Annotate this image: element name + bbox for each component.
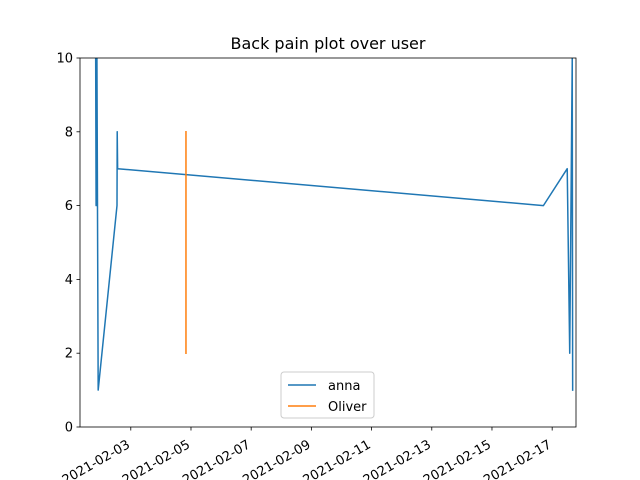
y-tick-label: 8 bbox=[65, 125, 73, 140]
y-tick-label: 2 bbox=[65, 347, 73, 362]
y-tick-label: 0 bbox=[65, 421, 73, 436]
y-tick-label: 10 bbox=[56, 52, 73, 67]
legend-label-oliver: Oliver bbox=[328, 400, 367, 415]
legend: anna Oliver bbox=[280, 371, 375, 419]
y-tick-label: 4 bbox=[65, 273, 73, 288]
y-tick-label: 6 bbox=[65, 199, 73, 214]
plot-lines bbox=[94, 58, 574, 391]
legend-label-anna: anna bbox=[328, 379, 360, 394]
chart-title: Back pain plot over user bbox=[231, 34, 426, 53]
axes-frame bbox=[79, 57, 577, 428]
series-line-anna bbox=[94, 58, 574, 391]
